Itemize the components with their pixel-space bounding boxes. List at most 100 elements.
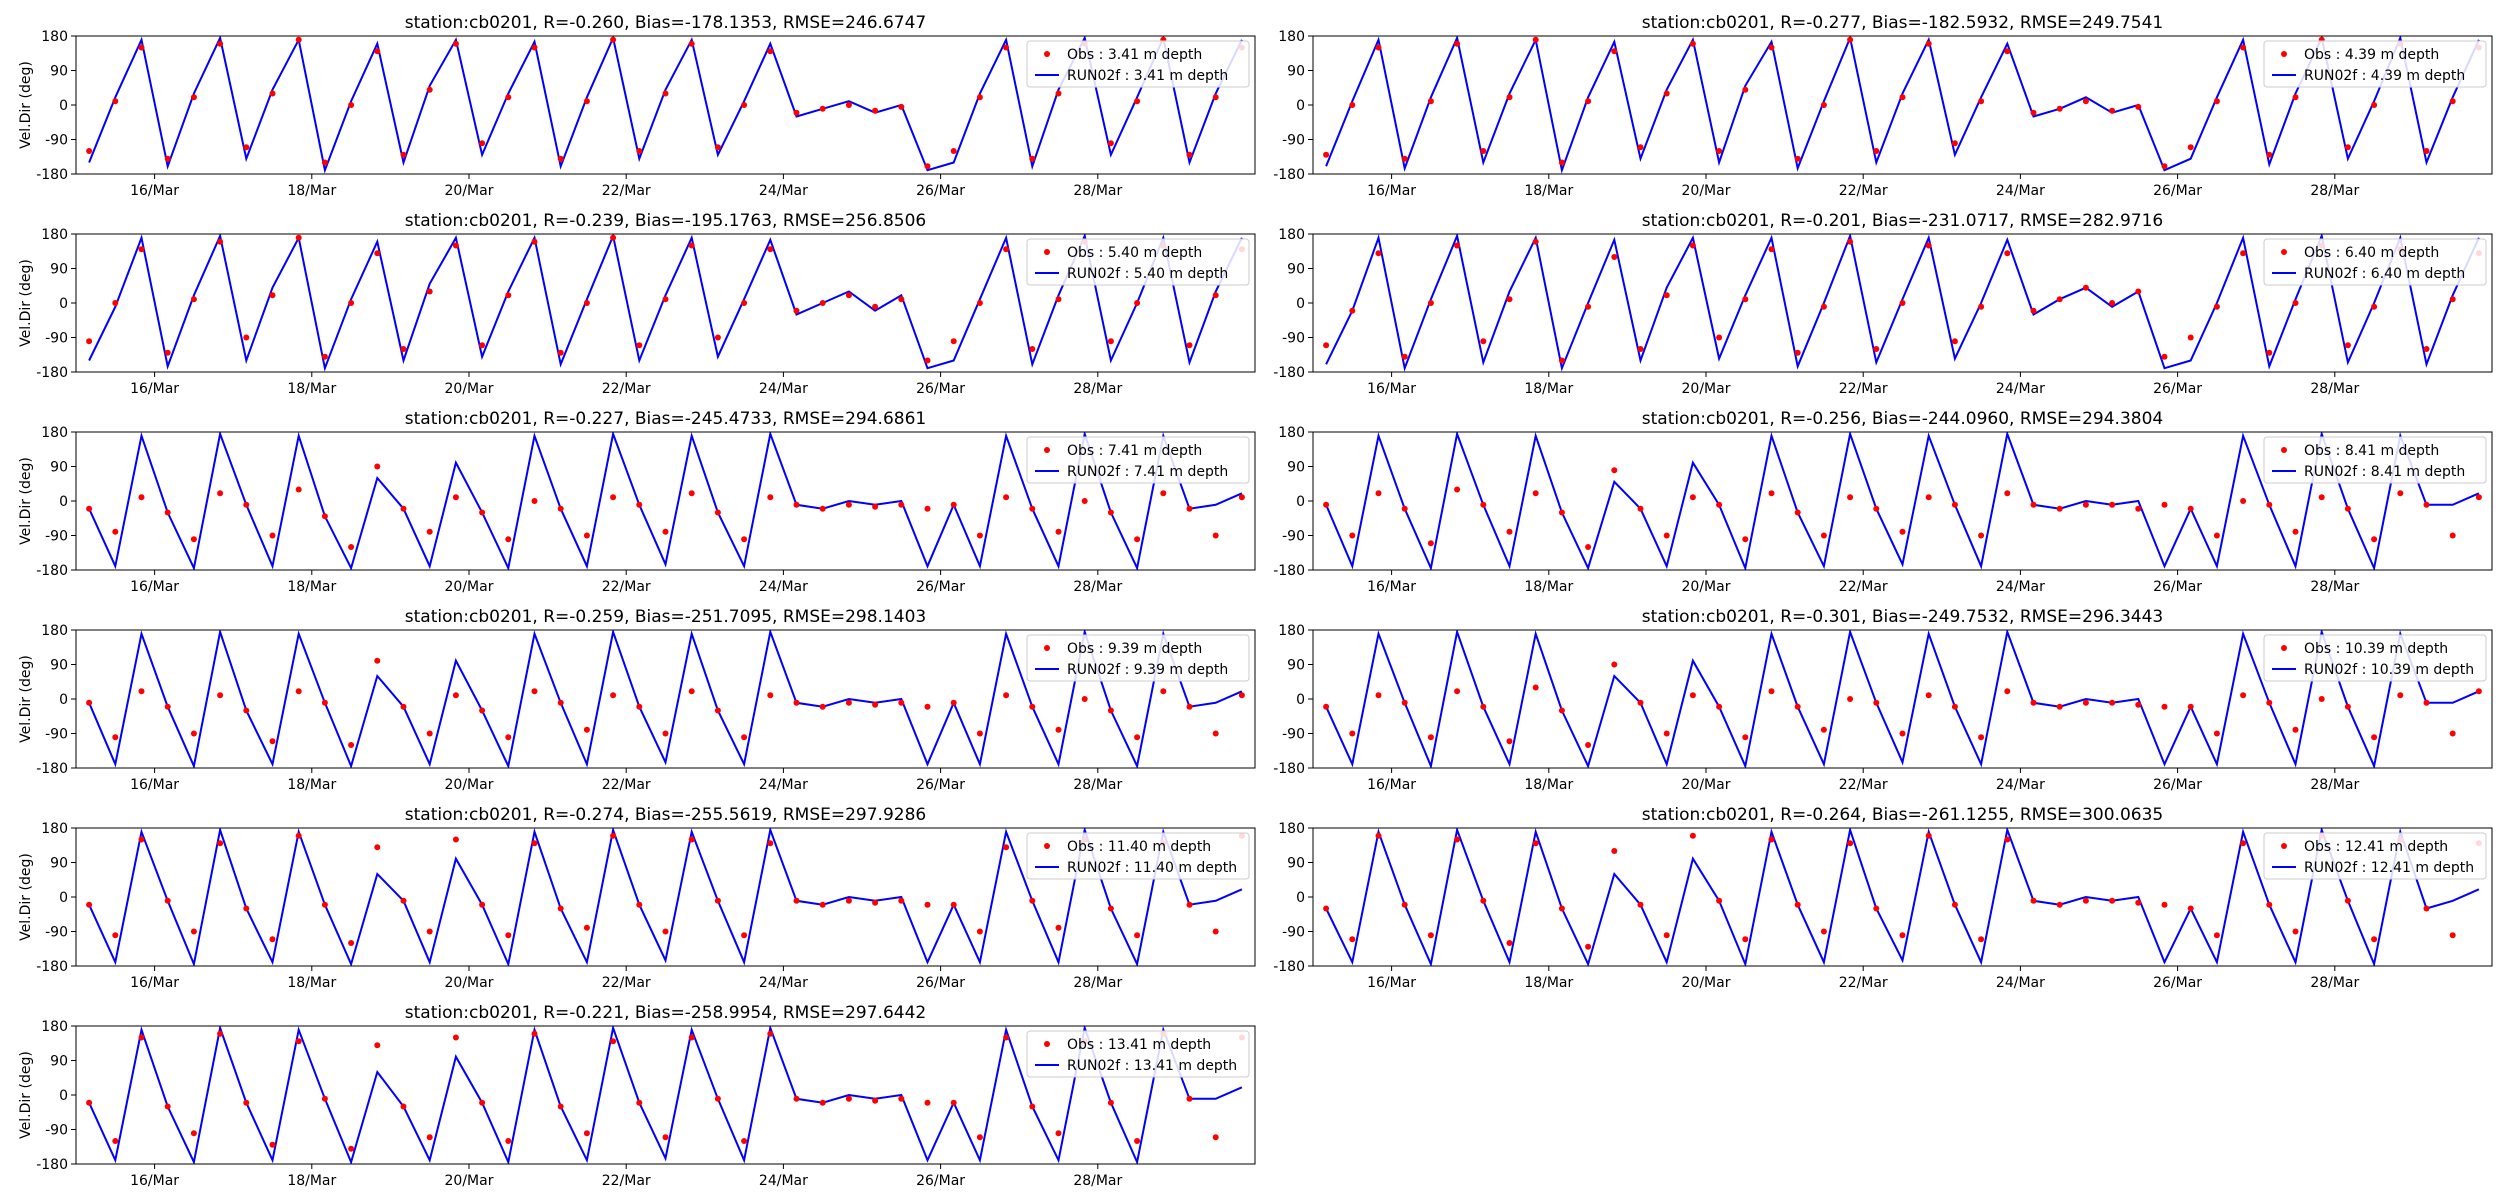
obs-point bbox=[2082, 897, 2089, 904]
obs-point bbox=[583, 1130, 590, 1137]
obs-point bbox=[1055, 726, 1062, 733]
obs-point bbox=[138, 494, 145, 501]
x-tick-label: 26/Mar bbox=[916, 1173, 965, 1189]
obs-point bbox=[2266, 349, 2273, 356]
x-tick-label: 28/Mar bbox=[2310, 183, 2359, 199]
obs-point bbox=[845, 897, 852, 904]
obs-point bbox=[1978, 303, 1985, 310]
obs-point bbox=[1160, 688, 1167, 695]
obs-point bbox=[767, 246, 774, 253]
obs-point bbox=[924, 1099, 931, 1106]
obs-point bbox=[531, 238, 538, 245]
obs-point bbox=[1212, 928, 1219, 935]
x-tick-label: 18/Mar bbox=[1524, 777, 1573, 793]
y-tick-label: -90 bbox=[45, 925, 68, 941]
obs-point bbox=[374, 844, 381, 851]
x-tick-label: 20/Mar bbox=[445, 1173, 494, 1189]
legend-box bbox=[1026, 436, 1250, 484]
legend-box bbox=[2263, 436, 2487, 484]
obs-point bbox=[269, 90, 276, 97]
obs-point bbox=[2397, 692, 2404, 699]
obs-point bbox=[1480, 501, 1487, 508]
obs-point bbox=[1716, 703, 1723, 710]
obs-point bbox=[1134, 300, 1141, 306]
obs-point bbox=[426, 86, 433, 93]
obs-point bbox=[1401, 155, 1408, 162]
obs-point bbox=[793, 109, 800, 116]
legend-marker-obs bbox=[1044, 645, 1050, 651]
obs-point bbox=[1820, 303, 1827, 310]
obs-point bbox=[1506, 296, 1513, 303]
obs-point bbox=[1689, 40, 1696, 47]
obs-point bbox=[2213, 730, 2220, 737]
obs-point bbox=[1742, 936, 1749, 943]
obs-point bbox=[1637, 505, 1644, 512]
obs-point bbox=[1768, 44, 1775, 51]
obs-point bbox=[138, 1034, 145, 1041]
plot-area bbox=[1323, 630, 2482, 768]
obs-point bbox=[1611, 254, 1618, 260]
y-tick-label: -180 bbox=[36, 1157, 68, 1173]
obs-point bbox=[688, 40, 695, 47]
obs-point bbox=[1637, 144, 1644, 151]
obs-point bbox=[976, 928, 983, 935]
obs-point bbox=[1427, 300, 1434, 306]
x-tick-label: 18/Mar bbox=[287, 579, 336, 595]
obs-point bbox=[1663, 292, 1670, 299]
x-tick-label: 16/Mar bbox=[1367, 975, 1416, 991]
obs-point bbox=[426, 528, 433, 535]
obs-point bbox=[2240, 250, 2247, 257]
obs-point bbox=[295, 688, 302, 695]
obs-point bbox=[1212, 532, 1219, 539]
y-tick-label: 0 bbox=[1296, 494, 1305, 510]
x-tick-label: 28/Mar bbox=[1073, 381, 1122, 397]
subplot-title: station:cb0201, R=-0.239, Bias=-195.1763… bbox=[405, 211, 926, 231]
obs-point bbox=[2371, 102, 2378, 108]
obs-point bbox=[1585, 544, 1592, 550]
obs-point bbox=[164, 349, 171, 356]
obs-point bbox=[636, 342, 643, 349]
obs-point bbox=[1401, 699, 1408, 706]
y-tick-label: 90 bbox=[50, 262, 68, 278]
x-tick-label: 16/Mar bbox=[130, 975, 179, 991]
obs-point bbox=[714, 509, 721, 516]
legend-label: Obs : 5.40 m depth bbox=[1067, 245, 1202, 261]
obs-point bbox=[662, 730, 669, 737]
obs-point bbox=[190, 94, 197, 101]
obs-point bbox=[1951, 140, 1958, 147]
obs-point bbox=[452, 692, 459, 699]
obs-point bbox=[321, 513, 328, 520]
y-tick-label: -90 bbox=[45, 529, 68, 545]
legend-marker-obs bbox=[1044, 51, 1050, 57]
obs-point bbox=[269, 1141, 276, 1148]
obs-point bbox=[348, 1145, 355, 1152]
obs-point bbox=[976, 730, 983, 737]
obs-point bbox=[505, 734, 512, 741]
obs-point bbox=[1637, 346, 1644, 352]
x-tick-label: 24/Mar bbox=[759, 183, 808, 199]
obs-point bbox=[217, 40, 224, 47]
y-tick-label: 90 bbox=[1287, 856, 1305, 872]
obs-point bbox=[845, 102, 852, 108]
obs-point bbox=[1454, 486, 1461, 493]
y-tick-label: 180 bbox=[1278, 821, 1305, 837]
obs-point bbox=[1055, 296, 1062, 303]
x-tick-label: 18/Mar bbox=[1524, 183, 1573, 199]
x-tick-label: 16/Mar bbox=[130, 183, 179, 199]
subplot-2: station:cb0201, R=-0.277, Bias=-182.5932… bbox=[1273, 13, 2493, 199]
x-tick-label: 26/Mar bbox=[916, 975, 965, 991]
obs-point bbox=[898, 897, 905, 904]
obs-point bbox=[636, 901, 643, 908]
y-tick-label: 0 bbox=[59, 1088, 68, 1104]
obs-point bbox=[741, 1138, 748, 1144]
y-tick-label: -180 bbox=[36, 167, 68, 183]
obs-point bbox=[1134, 1138, 1141, 1144]
obs-point bbox=[1134, 98, 1141, 105]
y-tick-label: 0 bbox=[59, 98, 68, 114]
obs-point bbox=[1029, 155, 1036, 162]
y-tick-label: 180 bbox=[1278, 623, 1305, 639]
obs-point bbox=[374, 657, 381, 664]
obs-point bbox=[1003, 1034, 1010, 1041]
obs-point bbox=[2344, 505, 2351, 512]
